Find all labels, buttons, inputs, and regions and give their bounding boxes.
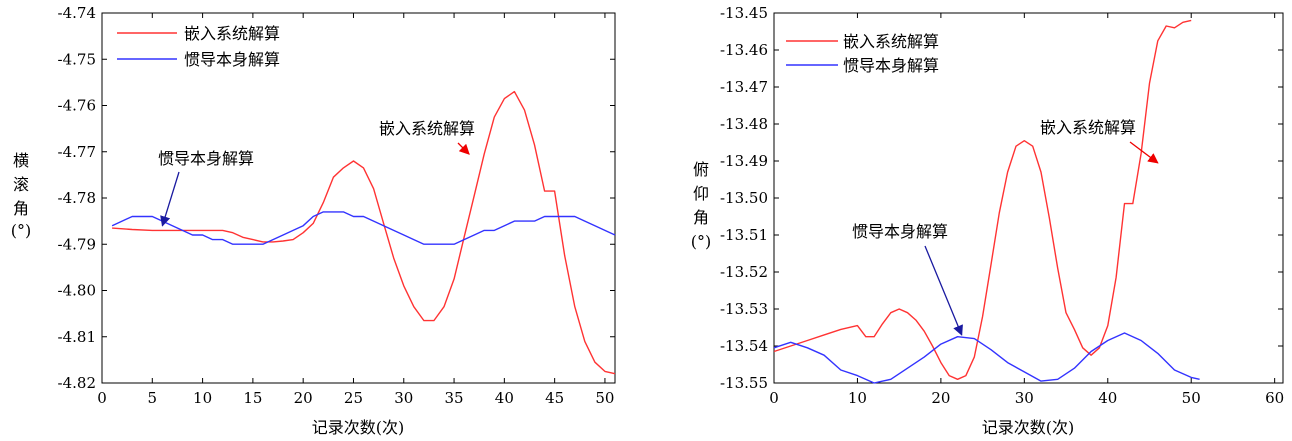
y-axis-label-unit: (°) xyxy=(691,232,711,251)
x-tick-label: 50 xyxy=(595,389,614,407)
y-tick-label: -4.77 xyxy=(58,143,96,161)
legend-label-red: 嵌入系统解算 xyxy=(184,24,280,43)
series-line-blue xyxy=(111,211,616,245)
annotation-red-arrow xyxy=(457,142,470,155)
x-tick-label: 20 xyxy=(294,389,313,407)
y-tick-label: -13.52 xyxy=(720,263,768,281)
y-axis-label-char-3: 角 xyxy=(693,208,709,227)
x-tick-label: 50 xyxy=(1182,389,1201,407)
x-tick-label: 40 xyxy=(1098,389,1117,407)
y-tick-label: -13.47 xyxy=(720,78,768,96)
x-tick-label: 40 xyxy=(495,389,514,407)
y-tick-label: -4.75 xyxy=(58,50,96,68)
y-tick-label: -4.74 xyxy=(58,4,96,22)
x-tick-label: 10 xyxy=(193,389,212,407)
series-line-blue xyxy=(773,332,1200,384)
x-tick-label: 35 xyxy=(445,389,464,407)
y-axis-label-char-1: 俯 xyxy=(693,160,709,179)
series-line-red xyxy=(112,90,616,375)
x-tick-label: 25 xyxy=(344,389,363,407)
y-tick-label: -13.45 xyxy=(720,4,768,22)
x-tick-label: 20 xyxy=(931,389,950,407)
series-lines xyxy=(773,19,1200,384)
y-tick-label: -4.80 xyxy=(58,282,96,300)
annotation-red-arrow xyxy=(1129,141,1159,164)
y-tick-label: -13.54 xyxy=(720,337,768,355)
legend: 嵌入系统解算 惯导本身解算 xyxy=(786,32,939,75)
ticks: 0 5 10 15 20 25 30 35 40 45 50 -4.74 -4.75 -4.76 -4.77… xyxy=(58,4,615,407)
annotation-blue-arrow xyxy=(160,171,180,227)
x-tick-label: 30 xyxy=(394,389,413,407)
x-tick-label: 60 xyxy=(1265,389,1284,407)
y-axis-label-char-2: 仰 xyxy=(693,184,709,203)
legend-label-blue: 惯导本身解算 xyxy=(843,56,939,75)
legend: 嵌入系统解算 惯导本身解算 xyxy=(117,24,280,69)
legend-label-blue: 惯导本身解算 xyxy=(184,50,280,69)
y-tick-label: -13.55 xyxy=(720,374,768,392)
plot-frame xyxy=(101,12,616,384)
y-tick-label: -13.49 xyxy=(720,152,768,170)
x-tick-label: 0 xyxy=(769,389,779,407)
y-tick-label: -4.82 xyxy=(58,374,96,392)
y-axis-label-char-2: 滚 xyxy=(13,175,29,194)
annotation-blue-label: 惯导本身解算 xyxy=(158,149,254,168)
pitch-angle-chart: 0 10 20 30 40 50 60 -13.45 -13.46 -13.47 -13.48 -13… xyxy=(691,4,1284,437)
annotation-blue-label: 惯导本身解算 xyxy=(852,222,948,241)
legend-label-red: 嵌入系统解算 xyxy=(843,32,939,51)
y-axis-label-unit: (°) xyxy=(11,221,31,240)
series-lines xyxy=(111,90,616,375)
y-tick-label: -4.78 xyxy=(58,189,96,207)
x-tick-label: 30 xyxy=(1015,389,1034,407)
y-axis-label-char-3: 角 xyxy=(13,199,29,218)
annotation-blue-arrow xyxy=(924,245,963,336)
y-tick-label: -13.48 xyxy=(720,115,768,133)
y-tick-label: -13.53 xyxy=(720,300,768,318)
y-tick-label: -13.46 xyxy=(720,41,768,59)
x-tick-label: 10 xyxy=(848,389,867,407)
x-axis-label: 记录次数(次) xyxy=(312,418,405,437)
x-axis-label: 记录次数(次) xyxy=(982,418,1075,437)
y-tick-label: -13.51 xyxy=(720,226,768,244)
y-tick-label: -4.76 xyxy=(58,97,96,115)
annotation-red-label: 嵌入系统解算 xyxy=(1040,118,1136,137)
x-tick-label: 0 xyxy=(97,389,107,407)
series-line-red xyxy=(773,19,1192,380)
y-tick-label: -4.81 xyxy=(58,328,96,346)
y-tick-label: -13.50 xyxy=(720,189,768,207)
y-tick-label: -4.79 xyxy=(58,235,96,253)
ticks: 0 10 20 30 40 50 60 -13.45 -13.46 -13.47 -13.48 -13… xyxy=(720,4,1284,407)
x-tick-label: 5 xyxy=(148,389,158,407)
y-axis-label-char-1: 横 xyxy=(13,151,29,170)
x-tick-label: 45 xyxy=(545,389,564,407)
annotation-red-label: 嵌入系统解算 xyxy=(379,119,475,138)
x-tick-label: 15 xyxy=(243,389,262,407)
roll-angle-chart: 0 5 10 15 20 25 30 35 40 45 50 -4.74 -4.75 -4.76 -4.77… xyxy=(11,4,616,437)
